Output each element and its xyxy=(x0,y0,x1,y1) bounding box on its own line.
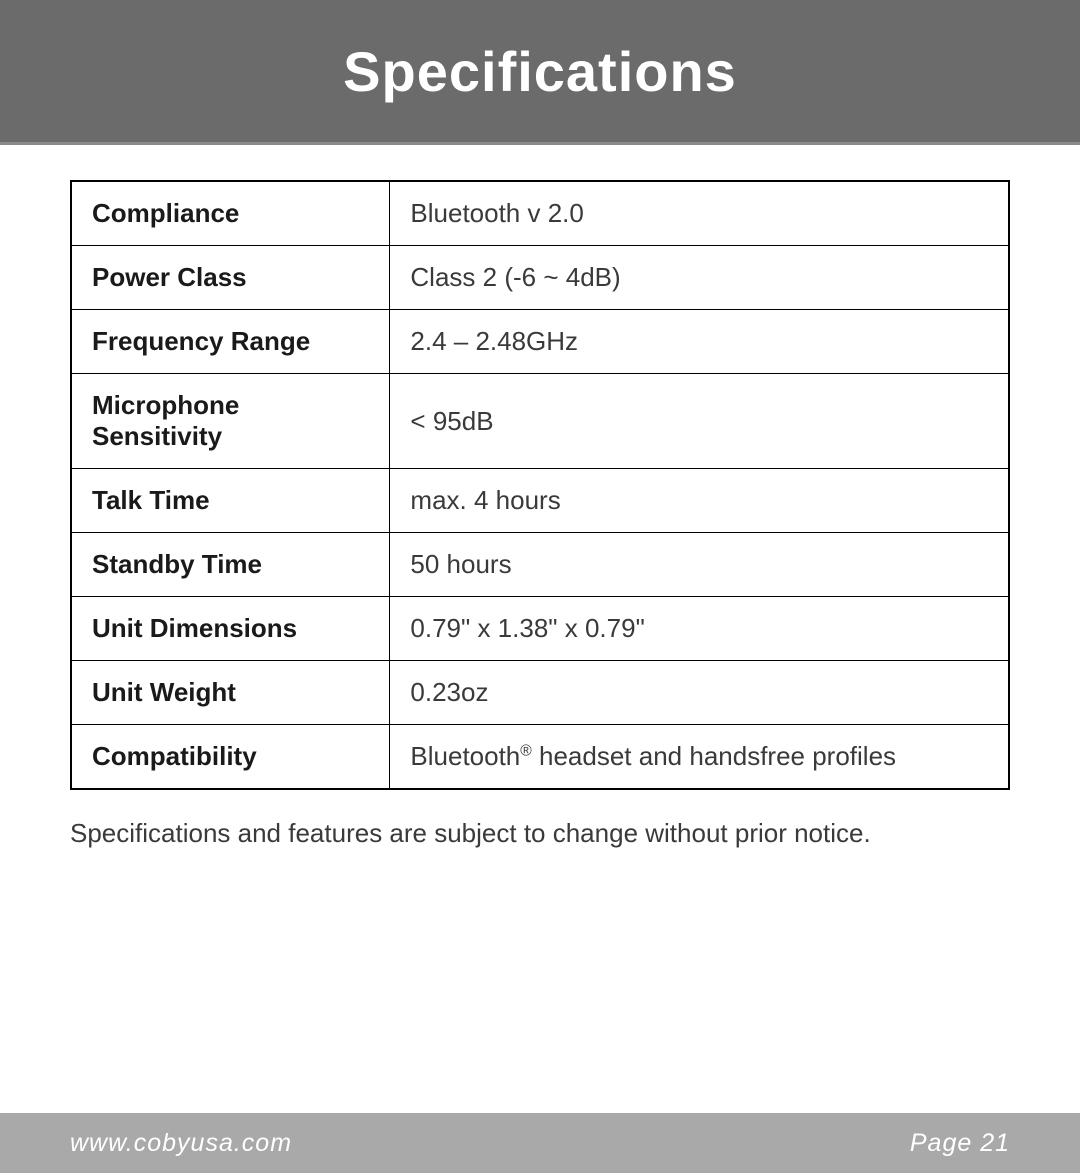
spec-value: 2.4 – 2.48GHz xyxy=(390,310,1009,374)
spec-label: Unit Weight xyxy=(71,661,390,725)
spec-label: Compatibility xyxy=(71,725,390,790)
table-row: Unit Dimensions0.79" x 1.38" x 0.79" xyxy=(71,597,1009,661)
spec-value: Bluetooth v 2.0 xyxy=(390,181,1009,246)
table-row: Standby Time50 hours xyxy=(71,533,1009,597)
spec-value: Bluetooth® headset and handsfree profile… xyxy=(390,725,1009,790)
spec-label: Standby Time xyxy=(71,533,390,597)
spec-value: < 95dB xyxy=(390,374,1009,469)
table-row: Talk Timemax. 4 hours xyxy=(71,469,1009,533)
table-row: Microphone Sensitivity< 95dB xyxy=(71,374,1009,469)
specifications-table: ComplianceBluetooth v 2.0Power ClassClas… xyxy=(70,180,1010,790)
content-area: ComplianceBluetooth v 2.0Power ClassClas… xyxy=(0,145,1080,849)
spec-value: max. 4 hours xyxy=(390,469,1009,533)
spec-value: 0.79" x 1.38" x 0.79" xyxy=(390,597,1009,661)
spec-label: Frequency Range xyxy=(71,310,390,374)
table-row: Power ClassClass 2 (-6 ~ 4dB) xyxy=(71,246,1009,310)
page-title: Specifications xyxy=(343,39,737,104)
footer-url: www.cobyusa.com xyxy=(70,1129,292,1158)
spec-value: 0.23oz xyxy=(390,661,1009,725)
header-band: Specifications xyxy=(0,0,1080,145)
table-row: Frequency Range2.4 – 2.48GHz xyxy=(71,310,1009,374)
spec-value: 50 hours xyxy=(390,533,1009,597)
spec-label: Unit Dimensions xyxy=(71,597,390,661)
spec-label: Power Class xyxy=(71,246,390,310)
table-row: CompatibilityBluetooth® headset and hand… xyxy=(71,725,1009,790)
spec-value: Class 2 (-6 ~ 4dB) xyxy=(390,246,1009,310)
specifications-table-body: ComplianceBluetooth v 2.0Power ClassClas… xyxy=(71,181,1009,789)
footer-band: www.cobyusa.com Page 21 xyxy=(0,1113,1080,1173)
spec-label: Compliance xyxy=(71,181,390,246)
footer-page-number: Page 21 xyxy=(910,1129,1010,1158)
spec-label: Talk Time xyxy=(71,469,390,533)
table-row: Unit Weight0.23oz xyxy=(71,661,1009,725)
table-row: ComplianceBluetooth v 2.0 xyxy=(71,181,1009,246)
disclaimer-note: Specifications and features are subject … xyxy=(70,818,1010,849)
spec-label: Microphone Sensitivity xyxy=(71,374,390,469)
